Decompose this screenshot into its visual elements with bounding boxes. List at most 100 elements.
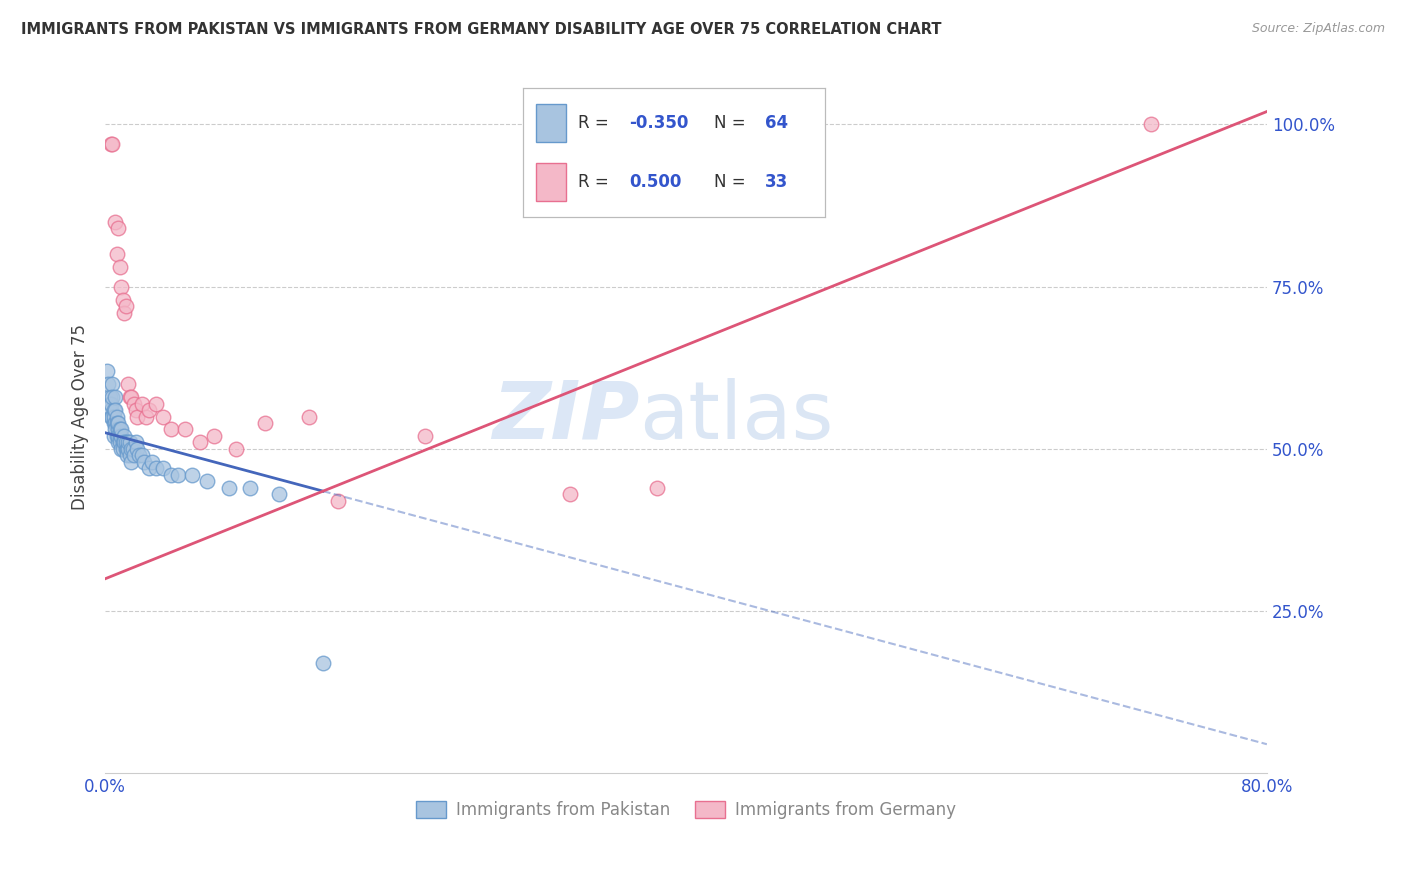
Point — [131, 449, 153, 463]
Point — [159, 467, 181, 482]
Point — [127, 409, 149, 424]
Point — [100, 403, 122, 417]
Point — [104, 416, 127, 430]
Point — [114, 442, 136, 456]
Point — [117, 435, 139, 450]
Point — [107, 221, 129, 235]
Point — [297, 409, 319, 424]
Point — [166, 467, 188, 482]
Text: ZIP: ZIP — [492, 377, 640, 456]
Point — [107, 422, 129, 436]
Point — [181, 467, 204, 482]
Text: atlas: atlas — [640, 377, 834, 456]
Point — [112, 435, 135, 450]
Point — [159, 422, 181, 436]
Point — [104, 215, 127, 229]
Point — [104, 390, 127, 404]
Point — [118, 435, 141, 450]
Point — [188, 435, 211, 450]
Point — [100, 409, 122, 424]
Point — [103, 416, 125, 430]
Point — [108, 429, 131, 443]
Point — [103, 409, 125, 424]
Point — [107, 416, 129, 430]
Point — [135, 409, 157, 424]
Point — [105, 416, 128, 430]
Point — [104, 403, 127, 417]
Text: Source: ZipAtlas.com: Source: ZipAtlas.com — [1251, 22, 1385, 36]
Point — [110, 422, 132, 436]
Point — [100, 136, 122, 151]
Point — [108, 422, 131, 436]
Point — [145, 461, 167, 475]
Point — [105, 409, 128, 424]
Point — [152, 461, 174, 475]
Point — [174, 422, 197, 436]
Point — [558, 487, 581, 501]
Y-axis label: Disability Age Over 75: Disability Age Over 75 — [72, 324, 89, 509]
Point — [195, 475, 218, 489]
Point — [110, 429, 132, 443]
Point — [269, 487, 291, 501]
Point — [138, 461, 160, 475]
Point — [115, 449, 138, 463]
Point — [312, 656, 335, 670]
Point — [111, 293, 134, 307]
Point — [413, 429, 436, 443]
Text: IMMIGRANTS FROM PAKISTAN VS IMMIGRANTS FROM GERMANY DISABILITY AGE OVER 75 CORRE: IMMIGRANTS FROM PAKISTAN VS IMMIGRANTS F… — [21, 22, 942, 37]
Point — [112, 429, 135, 443]
Point — [225, 442, 247, 456]
Point — [120, 390, 142, 404]
Point — [128, 449, 150, 463]
Point — [122, 449, 145, 463]
Point — [108, 260, 131, 275]
Point — [103, 403, 125, 417]
Point — [114, 435, 136, 450]
Point — [101, 136, 124, 151]
Point — [121, 442, 143, 456]
Point — [114, 299, 136, 313]
Point — [202, 429, 225, 443]
Point — [100, 396, 122, 410]
Point — [105, 429, 128, 443]
Point — [125, 435, 148, 450]
Point — [134, 455, 156, 469]
Point — [111, 442, 134, 456]
Point — [115, 442, 138, 456]
Point — [111, 435, 134, 450]
Point — [218, 481, 240, 495]
Point — [110, 279, 132, 293]
Point — [97, 377, 120, 392]
Point — [145, 396, 167, 410]
Point — [239, 481, 262, 495]
Point — [105, 247, 128, 261]
Point — [96, 364, 118, 378]
Point — [120, 442, 142, 456]
Point — [101, 409, 124, 424]
Point — [141, 455, 163, 469]
Point — [110, 442, 132, 456]
Point — [120, 455, 142, 469]
Point — [117, 377, 139, 392]
Point — [107, 429, 129, 443]
Point — [107, 435, 129, 450]
Point — [103, 429, 125, 443]
Point — [104, 422, 127, 436]
Point — [101, 377, 124, 392]
Point — [253, 416, 276, 430]
Point — [98, 396, 121, 410]
Point — [138, 403, 160, 417]
Point — [122, 396, 145, 410]
Point — [118, 449, 141, 463]
Point — [125, 403, 148, 417]
Point — [326, 494, 349, 508]
Point — [152, 409, 174, 424]
Point — [108, 435, 131, 450]
Point — [1139, 118, 1161, 132]
Legend: Immigrants from Pakistan, Immigrants from Germany: Immigrants from Pakistan, Immigrants fro… — [409, 794, 963, 826]
Point — [117, 442, 139, 456]
Point — [127, 442, 149, 456]
Point — [131, 396, 153, 410]
Point — [645, 481, 668, 495]
Point — [98, 390, 121, 404]
